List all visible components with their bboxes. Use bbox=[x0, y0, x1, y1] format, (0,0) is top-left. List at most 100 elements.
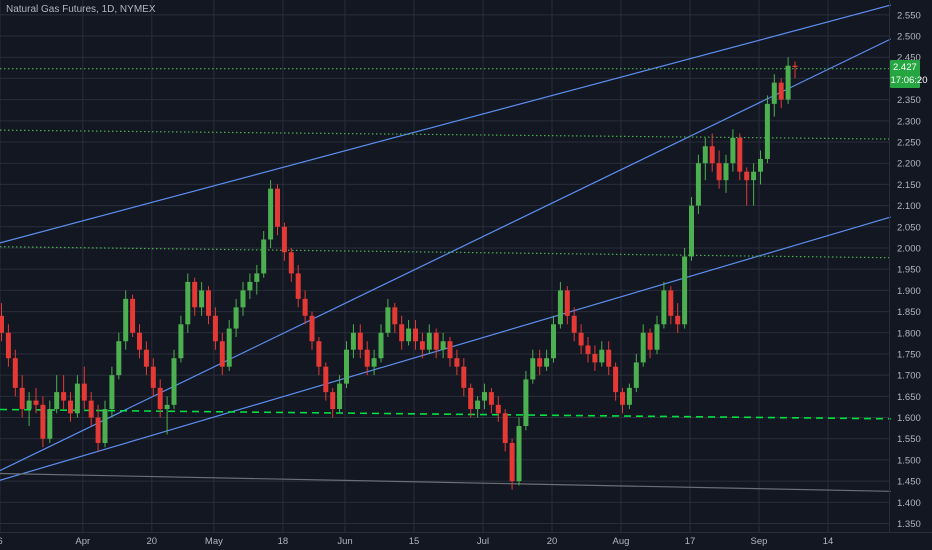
chart-title: Natural Gas Futures, 1D, NYMEX bbox=[6, 4, 156, 15]
candle-body bbox=[26, 400, 32, 410]
candle-body bbox=[247, 281, 253, 291]
candle-body bbox=[123, 298, 129, 342]
level-line bbox=[0, 408, 891, 420]
time-axis[interactable]: 6 Apr 20 May 18 Jun 15 Jul 20 Aug 17 Sep 14 bbox=[0, 536, 833, 547]
candle-body bbox=[654, 324, 660, 350]
level-line bbox=[0, 246, 891, 259]
price-tick-label: 1.600 bbox=[897, 413, 921, 424]
price-tick-label: 2.450 bbox=[897, 53, 921, 64]
candle-body bbox=[240, 290, 246, 308]
candle-body bbox=[426, 332, 432, 350]
candle-body bbox=[613, 366, 619, 393]
candle-body bbox=[468, 387, 474, 410]
candle-body bbox=[620, 392, 625, 405]
candle-body bbox=[212, 315, 218, 342]
candle-body bbox=[599, 349, 605, 363]
time-tick-label: 18 bbox=[278, 536, 289, 547]
candle-body bbox=[371, 358, 377, 367]
candle-body bbox=[302, 298, 308, 316]
price-tick-label: 2.350 bbox=[897, 95, 921, 106]
candle-body bbox=[33, 400, 39, 405]
candle-body bbox=[419, 341, 425, 350]
candle-body bbox=[737, 137, 743, 172]
candle-body bbox=[454, 358, 460, 367]
candle-body bbox=[199, 290, 205, 308]
candle-body bbox=[475, 400, 481, 410]
candle-body bbox=[323, 366, 329, 393]
candle-body bbox=[385, 307, 391, 333]
candle-body bbox=[378, 332, 384, 359]
candle-body bbox=[785, 65, 791, 100]
candle-body bbox=[192, 281, 198, 308]
candle-body bbox=[413, 328, 418, 342]
candle-body bbox=[592, 353, 598, 363]
price-tick-label: 1.900 bbox=[897, 286, 921, 297]
candle-body bbox=[130, 298, 136, 333]
candle-body bbox=[723, 163, 729, 181]
candle-body bbox=[668, 290, 674, 316]
time-tick-label: May bbox=[205, 536, 223, 547]
time-tick-label: 17 bbox=[685, 536, 696, 547]
price-tick-label: 1.750 bbox=[897, 349, 921, 360]
price-tick-label: 2.050 bbox=[897, 222, 921, 233]
candle-body bbox=[578, 332, 584, 346]
candle-body bbox=[5, 332, 11, 359]
last-price-badge: 2.427 17:06:20 bbox=[890, 59, 928, 88]
candle-body bbox=[709, 146, 715, 164]
candle-body bbox=[12, 358, 18, 388]
candle-body bbox=[288, 252, 294, 274]
candle-body bbox=[557, 290, 563, 325]
candle-body bbox=[254, 273, 260, 282]
candle-body bbox=[316, 341, 322, 367]
candle-body bbox=[523, 379, 529, 427]
trendline bbox=[0, 38, 892, 472]
candle-body bbox=[0, 315, 4, 333]
candle-body bbox=[116, 341, 122, 376]
candle-body bbox=[530, 358, 536, 380]
price-tick-label: 1.800 bbox=[897, 328, 921, 339]
candle-body bbox=[88, 400, 94, 418]
candle-body bbox=[74, 383, 80, 414]
candle-body bbox=[206, 290, 211, 316]
price-tick-label: 2.250 bbox=[897, 138, 921, 149]
candle-body bbox=[792, 65, 798, 67]
candle-body bbox=[695, 163, 701, 206]
candle-body bbox=[482, 392, 487, 401]
candle-body bbox=[730, 137, 736, 164]
candle-body bbox=[626, 387, 632, 405]
candle-body bbox=[495, 404, 501, 414]
candle-body bbox=[364, 349, 370, 367]
price-tick-label: 1.950 bbox=[897, 265, 921, 276]
candle-body bbox=[47, 409, 53, 439]
candle-body bbox=[440, 341, 446, 350]
price-tick-label: 2.500 bbox=[897, 32, 921, 43]
candle-body bbox=[509, 442, 515, 482]
candle-body bbox=[330, 392, 336, 410]
candle-body bbox=[337, 383, 343, 410]
candle-body bbox=[633, 362, 639, 388]
candle-body bbox=[102, 409, 108, 443]
price-tick-label: 1.400 bbox=[897, 498, 921, 509]
candle-body bbox=[40, 404, 46, 439]
candle-body bbox=[399, 324, 405, 342]
candle-body bbox=[54, 392, 60, 410]
time-tick-label: 14 bbox=[823, 536, 834, 547]
candle-body bbox=[185, 281, 191, 325]
candle-body bbox=[682, 256, 688, 325]
price-tick-label: 2.000 bbox=[897, 243, 921, 254]
trendline bbox=[0, 472, 891, 492]
price-axis[interactable]: 2.5502.5002.4502.4002.3502.3002.2502.200… bbox=[897, 10, 921, 530]
candle-body bbox=[233, 307, 239, 329]
time-tick-label: 15 bbox=[409, 536, 420, 547]
candle-body bbox=[357, 332, 363, 350]
candle-body bbox=[157, 387, 163, 410]
candle-body bbox=[488, 392, 494, 405]
candle-body bbox=[551, 324, 556, 359]
candle-body bbox=[585, 345, 591, 354]
candle-body bbox=[281, 226, 287, 253]
candle-body bbox=[268, 188, 274, 240]
candle-body bbox=[771, 82, 777, 104]
bar-countdown-label: 17:06:20 bbox=[891, 75, 928, 86]
candle-body bbox=[68, 400, 73, 414]
